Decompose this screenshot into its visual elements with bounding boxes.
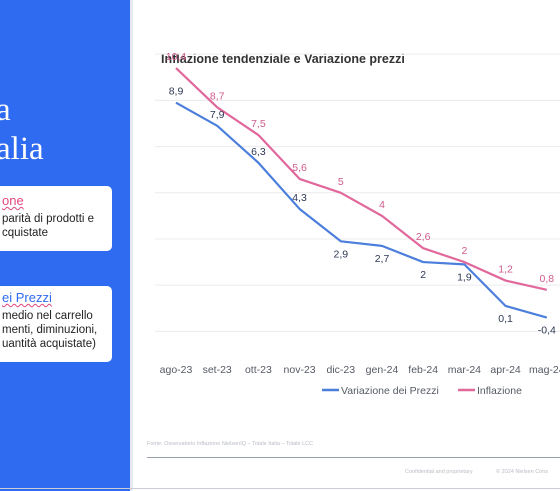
x-tick-label: dic-23 bbox=[326, 364, 355, 376]
price-card-heading: ei Prezzi bbox=[2, 290, 52, 305]
inflation-card-line2: cquistate bbox=[2, 227, 49, 239]
x-tick-label: feb-24 bbox=[408, 364, 438, 376]
bottom-divider bbox=[0, 488, 560, 489]
left-panel: a alia one parità di prodotti e cquistat… bbox=[0, 0, 130, 491]
inflation-card: one parità di prodotti e cquistate bbox=[0, 186, 112, 251]
data-label: 2,7 bbox=[375, 253, 390, 265]
footer-divider bbox=[147, 457, 560, 458]
data-label: 7,5 bbox=[251, 118, 266, 130]
x-tick-label: gen-24 bbox=[366, 364, 399, 376]
data-label: 7,9 bbox=[210, 109, 225, 121]
data-label: 5,6 bbox=[292, 162, 307, 174]
data-label: 1,9 bbox=[457, 271, 472, 283]
source-note: Fonte: Osservatorio Inflazione NielsenIQ… bbox=[147, 441, 314, 447]
panel-title-line2: alia bbox=[0, 131, 44, 167]
series-line-inflazione bbox=[175, 67, 548, 291]
data-label: 5 bbox=[338, 176, 344, 188]
price-variation-card: ei Prezzi medio nel carrello menti, dimi… bbox=[0, 286, 112, 362]
data-label: 6,3 bbox=[251, 146, 266, 158]
data-label: 8,9 bbox=[169, 86, 184, 98]
data-label: 1,2 bbox=[498, 264, 513, 276]
x-tick-label: ago-23 bbox=[160, 364, 193, 376]
data-label: 2 bbox=[420, 269, 426, 281]
panel-title-line1: a bbox=[0, 92, 11, 128]
data-label: 2,6 bbox=[416, 231, 431, 243]
legend-label: Inflazione bbox=[477, 385, 522, 397]
inflation-card-line1: parità di prodotti e bbox=[2, 213, 95, 225]
price-card-line1: medio nel carrello bbox=[2, 310, 93, 322]
series-line-variazione-prezzi bbox=[175, 101, 548, 319]
data-label: 0,1 bbox=[498, 313, 513, 325]
panel-divider bbox=[130, 0, 133, 491]
x-tick-label: apr-24 bbox=[490, 364, 521, 376]
data-label: 4 bbox=[379, 199, 385, 211]
x-tick-label: nov-23 bbox=[284, 364, 316, 376]
price-card-line2: menti, diminuzioni, bbox=[2, 324, 98, 336]
legend-label: Variazione dei Prezzi bbox=[341, 385, 439, 397]
inflation-card-heading: one bbox=[2, 193, 24, 208]
data-label: 8,7 bbox=[210, 90, 225, 102]
x-tick-label: mar-24 bbox=[448, 364, 481, 376]
data-label: 4,3 bbox=[292, 192, 307, 204]
confidential-note: Confidential and proprietary bbox=[405, 469, 473, 475]
copyright-note: © 2024 Nielsen Cons bbox=[496, 469, 549, 475]
x-tick-label: set-23 bbox=[203, 364, 232, 376]
chart-title: Inflazione tendenziale e Variazione prez… bbox=[161, 52, 405, 66]
data-label: -0,4 bbox=[538, 325, 556, 337]
data-label: 2,9 bbox=[333, 248, 348, 260]
data-label: 2 bbox=[461, 245, 467, 257]
data-label: 10,4 bbox=[166, 51, 187, 63]
x-tick-label: ott-23 bbox=[245, 364, 272, 376]
price-card-line3: uantità acquistate) bbox=[2, 338, 96, 350]
data-label: 0,8 bbox=[539, 273, 554, 285]
x-tick-label: mag-24 bbox=[529, 364, 560, 376]
